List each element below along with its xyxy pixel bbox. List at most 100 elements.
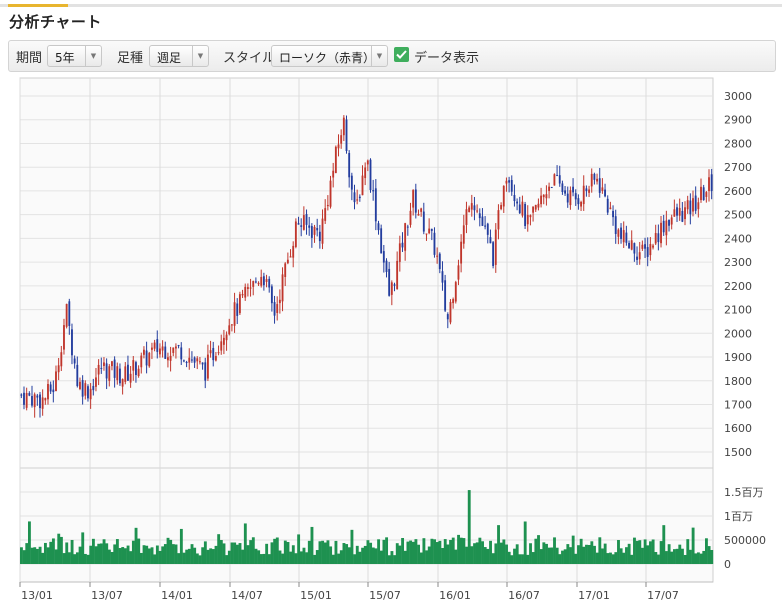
candle-body [617,229,620,237]
candle-body [23,392,25,405]
volume-tick-label: 1.5百万 [724,486,764,499]
candle-body [548,186,551,191]
volume-bar [265,543,269,564]
volume-bar [625,547,628,564]
candle-body [425,233,428,235]
volume-bar [574,553,578,564]
volume-bar [267,554,271,564]
volume-bar [321,540,325,564]
candle-body [700,186,702,201]
volume-bar [350,529,354,564]
candle-body [143,349,145,355]
candle-body [73,358,76,364]
volume-bar [99,543,103,564]
volume-bar [675,548,679,564]
candle-body [238,294,241,314]
candle-body [636,256,638,260]
bar-type-label: 足種 [117,51,144,66]
candle-body [580,201,582,207]
volume-bar [558,554,562,564]
candle-body [577,198,580,205]
candle-body [708,177,710,192]
candle-body [348,152,351,178]
volume-bar [515,544,519,564]
candle-body [454,282,457,302]
candle-body [686,200,689,210]
volume-bar [563,549,567,564]
data-display-checkbox[interactable] [394,47,409,62]
bar-type-select[interactable]: 週足 ▼ [149,45,209,67]
y-tick-label: 2700 [724,161,752,174]
volume-bar [571,535,575,564]
candle-body [572,186,575,193]
candle-body [593,173,596,180]
volume-bar [710,550,714,564]
x-tick-label: 16/01 [439,589,471,602]
candle-body [377,223,380,231]
candle-body [468,207,471,212]
volume-bar [369,542,373,564]
period-select[interactable]: 5年 ▼ [47,45,102,67]
volume-bar [123,548,127,564]
candle-body [356,199,359,201]
volume-bar [190,544,194,564]
candle-body [63,325,65,350]
chart-controls: 期間 5年 ▼ 足種 週足 ▼ スタイル ローソク（赤青） ▼ データ表示 [8,40,776,72]
check-icon [396,50,407,59]
candle-body [497,210,500,230]
candle-body [668,219,670,226]
volume-bar [630,554,634,564]
candle-body [369,159,372,191]
candle-body [249,287,252,289]
candle-body [662,220,665,233]
candle-body [108,366,111,381]
candle-body [313,226,316,235]
volume-bar [475,542,479,564]
volume-bar [49,541,53,564]
style-select[interactable]: ローソク（赤青） ▼ [271,45,388,67]
candle-body [310,226,313,238]
candle-body [324,208,327,221]
chart-svg[interactable]: 3000 2900 2800 2700 2600 2500 2400 2300 2200 2100… [0,76,782,606]
volume-bar [70,539,74,564]
volume-bar [142,545,146,564]
candle-body [151,347,153,350]
candle-body [460,241,463,264]
volume-bar [699,553,703,564]
volume-bar [249,540,253,564]
volume-bar [198,555,202,564]
candle-body [374,188,377,222]
volume-bar [177,553,181,564]
candle-body [164,346,167,359]
candle-body [681,210,684,222]
period-label: 期間 [16,51,43,66]
candle-body [270,286,273,304]
candle-body [388,268,391,296]
volume-bar [670,551,674,564]
candle-body [246,287,249,289]
candle-body [612,210,614,218]
data-display-label[interactable]: データ表示 [414,51,480,66]
volume-bar [401,537,405,564]
candle-body [422,211,425,232]
header-accent [8,4,68,7]
chevron-down-icon: ▼ [192,46,208,66]
candle-body [132,360,135,371]
candle-body [265,279,268,282]
candle-body [438,253,441,270]
volume-bar [115,539,119,564]
candle-body [71,329,73,356]
candle-body [500,205,503,210]
volume-bar [606,553,610,564]
candle-body [308,225,311,228]
volume-bar [283,540,287,564]
volume-bar [137,538,141,564]
candle-body [590,173,593,187]
candle-body [121,379,124,387]
candle-body [103,362,105,366]
volume-bar [57,533,61,564]
volume-bar [537,535,540,564]
volume-bar [201,547,205,564]
candle-body [596,178,598,182]
volume-bar [593,545,596,564]
